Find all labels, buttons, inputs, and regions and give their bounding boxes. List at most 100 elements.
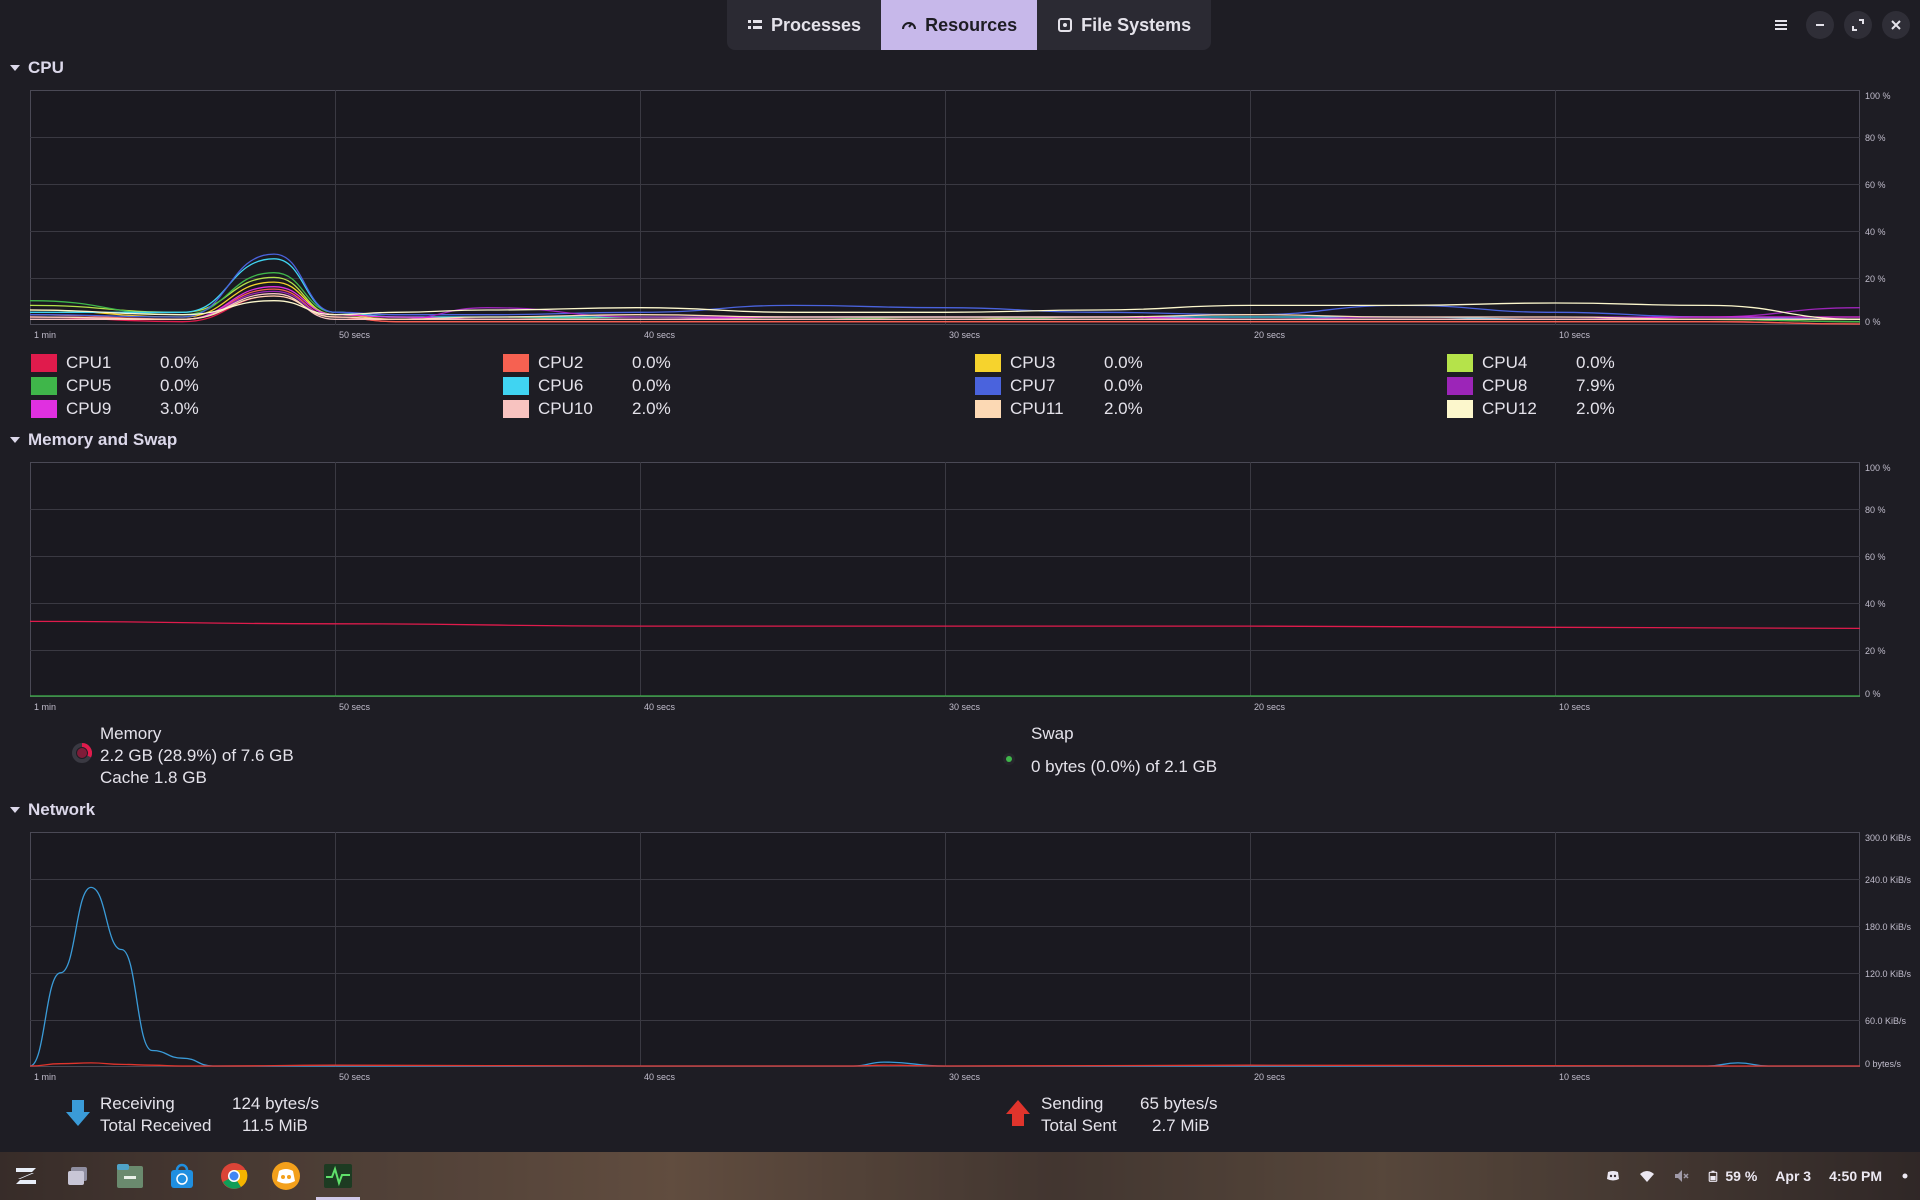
mem-graph-svg <box>30 462 1860 697</box>
network-history-graph <box>30 832 1860 1067</box>
cpu-usage-value: 2.0% <box>632 399 671 418</box>
receiving-legend: Receiving 124 bytes/s Total Received 11.5 … <box>100 1093 319 1137</box>
memory-legend: Memory 2.2 GB (28.9%) of 7.6 GB Cache 1.… <box>100 723 294 789</box>
y-tick-label: 120.0 KiB/s <box>1865 969 1912 979</box>
x-tick-label: 10 secs <box>1559 1072 1591 1082</box>
x-tick-label: 40 secs <box>644 702 676 712</box>
notification-dot-icon[interactable] <box>1900 1168 1910 1184</box>
total-received-label: Total Received <box>100 1116 212 1135</box>
cpu-legend-item-cpu7: CPU7 0.0% <box>974 375 1174 397</box>
cpu-color-swatch[interactable] <box>30 399 58 419</box>
cpu-color-swatch[interactable] <box>502 376 530 396</box>
cpu-section-header[interactable]: CPU <box>10 58 64 78</box>
series-line-memory <box>30 620 1860 630</box>
sending-legend: Sending 65 bytes/s Total Sent 2.7 MiB <box>1041 1093 1218 1137</box>
system-monitor-icon[interactable] <box>316 1158 360 1200</box>
chrome-icon[interactable] <box>216 1158 252 1194</box>
memory-section-header[interactable]: Memory and Swap <box>10 430 177 450</box>
cpu-history-graph <box>30 90 1860 325</box>
tab-processes[interactable]: Processes <box>727 0 881 50</box>
workspaces-icon[interactable] <box>60 1158 96 1194</box>
cpu-legend-item-cpu9: CPU9 3.0% <box>30 398 230 420</box>
cpu-name: CPU11 <box>1010 399 1064 418</box>
cpu-color-swatch[interactable] <box>502 353 530 373</box>
section-title: Memory and Swap <box>28 430 178 449</box>
cpu-color-swatch[interactable] <box>30 353 58 373</box>
tab-label: Resources <box>925 14 1018 35</box>
volume-muted-icon[interactable] <box>1673 1168 1689 1184</box>
cpu-name: CPU7 <box>1010 376 1056 395</box>
cpu-usage-value: 0.0% <box>632 353 671 372</box>
discord-icon[interactable] <box>268 1158 304 1194</box>
close-button[interactable] <box>1882 11 1910 39</box>
y-tick-label: 60 % <box>1865 180 1886 190</box>
y-tick-label: 80 % <box>1865 505 1886 515</box>
y-tick-label: 40 % <box>1865 227 1886 237</box>
cpu-legend-item-cpu10: CPU10 2.0% <box>502 398 702 420</box>
cpu-color-swatch[interactable] <box>1446 399 1474 419</box>
cpu-color-swatch[interactable] <box>1446 353 1474 373</box>
x-tick-label: 50 secs <box>339 1072 371 1082</box>
series-line-sending <box>30 1062 1860 1067</box>
swap-usage: 0 bytes (0.0%) of 2.1 GB <box>1031 757 1218 776</box>
receiving-value: 124 bytes/s <box>232 1094 319 1113</box>
tab-file-systems[interactable]: File Systems <box>1037 0 1211 50</box>
cpu-name: CPU6 <box>538 376 584 395</box>
cpu-name: CPU12 <box>1482 399 1537 418</box>
cpu-color-swatch[interactable] <box>1446 376 1474 396</box>
wifi-icon[interactable] <box>1639 1168 1655 1184</box>
header-bar: Processes Resources File Systems <box>0 0 1920 50</box>
tab-label: File Systems <box>1081 14 1192 35</box>
x-tick-label: 10 secs <box>1559 330 1591 340</box>
network-section-header[interactable]: Network <box>10 800 95 820</box>
x-tick-label: 20 secs <box>1254 1072 1286 1082</box>
restore-button[interactable] <box>1844 11 1872 39</box>
cpu-x-axis: 1 min 50 secs 40 secs 30 secs 20 secs 10 secs <box>30 330 1860 342</box>
swap-pie-icon[interactable] <box>1001 751 1017 772</box>
cpu-color-swatch[interactable] <box>30 376 58 396</box>
cpu-usage-value: 0.0% <box>1104 353 1143 372</box>
cpu-color-swatch[interactable] <box>974 353 1002 373</box>
expander-caret-icon <box>10 437 20 443</box>
memory-usage: 2.2 GB (28.9%) of 7.6 GB <box>100 746 294 765</box>
expander-caret-icon <box>10 807 20 813</box>
y-tick-label: 0 % <box>1865 689 1881 699</box>
memory-pie-icon[interactable] <box>72 743 92 768</box>
cpu-usage-value: 2.0% <box>1576 399 1615 418</box>
series-line-cpu2 <box>30 288 1860 325</box>
memory-x-axis: 1 min 50 secs 40 secs 30 secs 20 secs 10 secs <box>30 702 1860 714</box>
battery-icon <box>1709 1170 1718 1182</box>
restore-icon <box>1852 19 1864 31</box>
view-switcher: Processes Resources File Systems <box>727 0 1212 50</box>
battery-indicator[interactable]: 59 % <box>1707 1168 1757 1184</box>
series-line-cpu11 <box>30 295 1860 320</box>
minimize-button[interactable] <box>1806 11 1834 39</box>
files-icon[interactable] <box>112 1158 148 1194</box>
zorin-menu-icon[interactable] <box>8 1158 44 1194</box>
cpu-legend-item-cpu6: CPU6 0.0% <box>502 375 702 397</box>
cpu-usage-value: 0.0% <box>160 353 199 372</box>
clock[interactable]: Apr 3 4:50 PM <box>1775 1168 1882 1184</box>
tab-resources[interactable]: Resources <box>881 0 1038 50</box>
x-tick-label: 1 min <box>34 330 57 340</box>
tab-label: Processes <box>771 14 862 35</box>
cpu-usage-value: 2.0% <box>1104 399 1143 418</box>
expander-caret-icon <box>10 65 20 71</box>
sending-value: 65 bytes/s <box>1140 1094 1218 1113</box>
cpu-color-swatch[interactable] <box>974 399 1002 419</box>
receiving-label: Receiving <box>100 1094 175 1113</box>
cpu-name: CPU3 <box>1010 353 1056 372</box>
section-title: Network <box>28 800 96 819</box>
net-graph-svg <box>30 832 1860 1067</box>
discord-tray-icon[interactable] <box>1605 1168 1621 1184</box>
cpu-legend-item-cpu5: CPU5 0.0% <box>30 375 230 397</box>
software-store-icon[interactable] <box>164 1158 200 1194</box>
cpu-color-swatch[interactable] <box>502 399 530 419</box>
x-tick-label: 30 secs <box>949 702 981 712</box>
upload-arrow-icon <box>1004 1098 1032 1133</box>
cpu-graph-svg <box>30 90 1860 325</box>
cpu-color-swatch[interactable] <box>974 376 1002 396</box>
cpu-usage-value: 7.9% <box>1576 376 1615 395</box>
menu-button[interactable] <box>1766 10 1796 40</box>
date-label: Apr 3 <box>1775 1168 1812 1184</box>
